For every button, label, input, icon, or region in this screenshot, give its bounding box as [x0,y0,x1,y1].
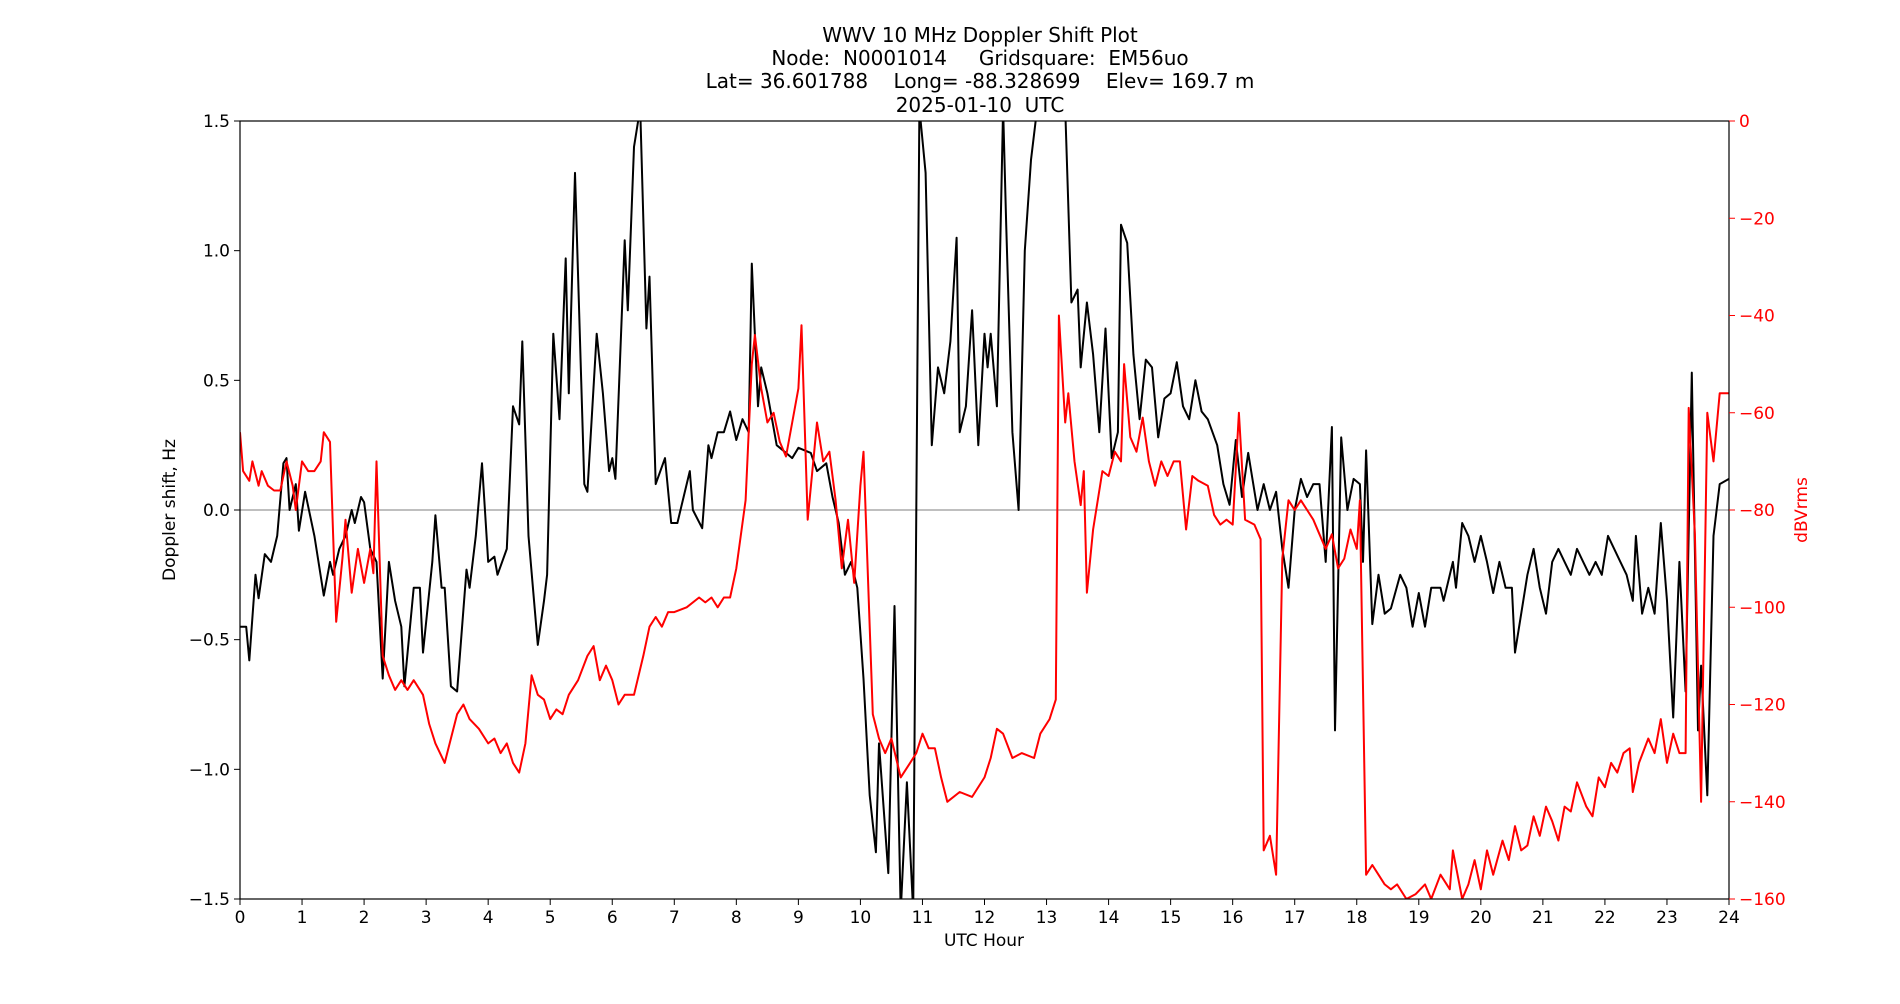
x-tick-label: 11 [912,908,934,928]
chart-title: WWV 10 MHz Doppler Shift Plot Node: N000… [706,23,1255,117]
x-tick-label: 10 [850,908,872,928]
title-line-2: Node: N0001014 Gridsquare: EM56uo [771,46,1188,70]
y-tick-label: 0.5 [203,371,230,391]
power-series [240,314,1729,899]
x-tick-label: 14 [1098,908,1120,928]
x-tick-label: 8 [731,908,742,928]
doppler-line [240,121,1729,899]
x-tick-label: 22 [1594,908,1616,928]
x-tick-label: 15 [1160,908,1182,928]
x-tick-label: 7 [669,908,680,928]
x-axis-label: UTC Hour [944,931,1024,951]
y-tick-label: −1.0 [189,760,230,780]
y2-axis-label: dBVrms [1792,477,1812,543]
y2-tick-label: −40 [1739,307,1775,327]
x-tick-label: 20 [1470,908,1492,928]
x-tick-label: 9 [793,908,804,928]
x-tick-label: 1 [297,908,308,928]
y2-tick-label: 0 [1739,112,1750,132]
y2-tick-label: −80 [1739,501,1775,521]
y2-tick-label: −100 [1739,598,1786,618]
x-tick-label: 2 [359,908,370,928]
doppler-series [240,121,1729,899]
x-tick-label: 17 [1284,908,1306,928]
y2-tick-label: −140 [1739,793,1786,813]
y2-tick-label: −20 [1739,209,1775,229]
title-line-1: WWV 10 MHz Doppler Shift Plot [822,23,1138,47]
y2-tick-label: −120 [1739,696,1786,716]
y2-tick-label: −60 [1739,404,1775,424]
x-tick-label: 3 [421,908,432,928]
x-tick-label: 5 [545,908,556,928]
x-tick-label: 19 [1408,908,1430,928]
x-tick-label: 21 [1532,908,1554,928]
y2-tick-label: −160 [1739,890,1786,910]
x-tick-label: 4 [483,908,494,928]
x-tick-label: 0 [235,908,246,928]
x-tick-label: 12 [974,908,996,928]
title-line-3: Lat= 36.601788 Long= -88.328699 Elev= 16… [706,69,1255,93]
x-tick-label: 23 [1656,908,1678,928]
y-tick-label: 1.5 [203,112,230,132]
x-tick-label: 24 [1718,908,1740,928]
y-axis-label: Doppler shift, Hz [160,439,180,581]
x-tick-label: 18 [1346,908,1368,928]
y-tick-label: 1.0 [203,242,230,262]
x-tick-label: 16 [1222,908,1244,928]
y-tick-label: −1.5 [189,890,230,910]
y-tick-label: 0.0 [203,501,230,521]
y-tick-label: −0.5 [189,631,230,651]
x-tick-label: 13 [1036,908,1058,928]
power-line [240,314,1729,899]
x-tick-label: 6 [607,908,618,928]
title-line-4: 2025-01-10 UTC [896,93,1065,117]
